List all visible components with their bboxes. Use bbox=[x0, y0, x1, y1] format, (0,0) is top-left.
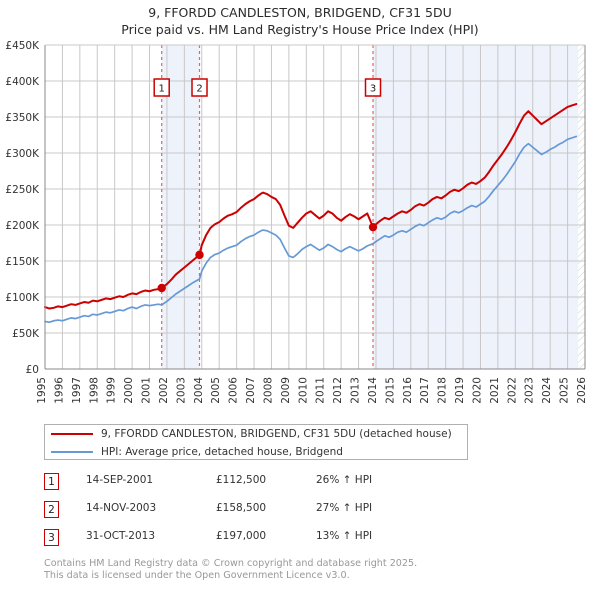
transaction-price-2: £158,500 bbox=[216, 502, 267, 514]
legend-label-price-paid: 9, FFORDD CANDLESTON, BRIDGEND, CF31 5DU… bbox=[101, 428, 452, 440]
x-axis-tick-label: 2013 bbox=[350, 377, 362, 404]
marker-badge bbox=[153, 78, 170, 97]
plot-area: £0 £50K £100K £150K £200K £250K £300K £350K £400… bbox=[5, 40, 588, 404]
sale-point-marker bbox=[368, 222, 378, 232]
x-axis-tick-label: 2002 bbox=[158, 377, 170, 404]
chart-legend: 9, FFORDD CANDLESTON, BRIDGEND, CF31 5DU… bbox=[44, 424, 468, 460]
y-axis-tick-label: £50K bbox=[12, 328, 40, 340]
x-axis-tick-label: 2012 bbox=[332, 377, 344, 404]
y-axis-tick-label: £300K bbox=[5, 148, 40, 160]
legend-swatch-hpi bbox=[51, 451, 93, 453]
legend-label-hpi: HPI: Average price, detached house, Brid… bbox=[101, 446, 343, 458]
page-title: 9, FFORDD CANDLESTON, BRIDGEND, CF31 5DU… bbox=[0, 0, 600, 38]
legend-swatch-price-paid bbox=[51, 433, 93, 435]
x-axis-tick-label: 1997 bbox=[71, 377, 83, 404]
shaded-period-band bbox=[373, 45, 585, 369]
future-hatch-region bbox=[578, 45, 585, 369]
title-line-2: Price paid vs. HM Land Registry's House … bbox=[121, 22, 479, 37]
x-axis-tick-label: 2007 bbox=[245, 377, 257, 404]
table-row: 2 14-NOV-2003 £158,500 27% ↑ HPI bbox=[44, 498, 474, 526]
x-axis-tick-label: 2008 bbox=[262, 377, 274, 404]
x-axis-tick-label: 1995 bbox=[36, 377, 48, 404]
transactions-table: 1 14-SEP-2001 £112,500 26% ↑ HPI 2 14-NO… bbox=[44, 470, 474, 554]
transaction-hpi-delta-2: 27% ↑ HPI bbox=[316, 502, 373, 514]
transaction-date-2: 14-NOV-2003 bbox=[86, 502, 157, 514]
x-axis-tick-label: 1996 bbox=[53, 377, 65, 404]
marker-badge-label: 1 bbox=[159, 84, 165, 95]
x-axis-tick-label: 2015 bbox=[384, 377, 396, 404]
x-axis-tick-label: 2016 bbox=[402, 377, 414, 404]
y-axis-tick-label: £100K bbox=[5, 292, 40, 304]
x-axis-tick-label: 2021 bbox=[489, 377, 501, 404]
transaction-badge-1: 1 bbox=[44, 473, 59, 490]
x-axis-tick-label: 2014 bbox=[367, 377, 379, 404]
sale-point-marker bbox=[157, 283, 166, 293]
x-axis-tick-label: 1999 bbox=[106, 377, 118, 404]
x-axis-tick-label: 2019 bbox=[454, 377, 466, 404]
x-axis-tick-label: 2011 bbox=[315, 377, 327, 404]
series-line-hpi bbox=[44, 135, 578, 324]
x-axis-tick-label: 2025 bbox=[559, 377, 571, 404]
y-axis-tick-label: £200K bbox=[5, 220, 40, 232]
x-axis-tick-label: 2009 bbox=[280, 377, 292, 404]
transaction-badge-2: 2 bbox=[44, 501, 59, 518]
legend-item-hpi: HPI: Average price, detached house, Brid… bbox=[45, 443, 467, 461]
x-axis-tick-label: 2006 bbox=[228, 377, 240, 404]
sale-point-marker bbox=[195, 250, 204, 260]
x-axis-tick-label: 2003 bbox=[175, 377, 187, 404]
title-line-1: 9, FFORDD CANDLESTON, BRIDGEND, CF31 5DU bbox=[148, 5, 452, 20]
y-axis-tick-label: £350K bbox=[5, 112, 40, 124]
shaded-period-band bbox=[161, 45, 200, 369]
marker-badge bbox=[191, 78, 208, 97]
marker-badge-label: 2 bbox=[196, 84, 202, 95]
x-axis-tick-label: 2000 bbox=[123, 377, 135, 404]
transaction-price-1: £112,500 bbox=[216, 474, 267, 486]
transaction-price-3: £197,000 bbox=[216, 530, 267, 542]
x-axis-tick-label: 2010 bbox=[297, 377, 309, 404]
marker-badge bbox=[364, 78, 382, 97]
series-line-price-paid bbox=[44, 103, 578, 310]
x-axis-tick-label: 2024 bbox=[541, 377, 553, 404]
x-axis-tick-label: 2001 bbox=[141, 377, 153, 404]
y-axis-tick-label: £250K bbox=[5, 184, 40, 196]
y-axis-tick-label: £0 bbox=[26, 364, 39, 376]
y-axis-tick-label: £150K bbox=[5, 256, 40, 268]
footer-line-2: This data is licensed under the Open Gov… bbox=[44, 569, 350, 581]
transaction-date-1: 14-SEP-2001 bbox=[86, 474, 154, 486]
x-axis-tick-label: 2018 bbox=[437, 377, 449, 404]
transaction-date-3: 31-OCT-2013 bbox=[86, 530, 155, 542]
x-axis-tick-label: 2022 bbox=[506, 377, 518, 404]
marker-badge-label: 3 bbox=[370, 84, 376, 95]
x-axis-tick-label: 1998 bbox=[88, 377, 100, 404]
footer-line-1: Contains HM Land Registry data © Crown c… bbox=[44, 558, 418, 569]
transaction-hpi-delta-1: 26% ↑ HPI bbox=[316, 474, 373, 486]
table-row: 1 14-SEP-2001 £112,500 26% ↑ HPI bbox=[44, 470, 474, 498]
table-row: 3 31-OCT-2013 £197,000 13% ↑ HPI bbox=[44, 526, 474, 554]
x-axis-tick-label: 2005 bbox=[210, 377, 222, 404]
legend-item-price-paid: 9, FFORDD CANDLESTON, BRIDGEND, CF31 5DU… bbox=[45, 425, 467, 443]
y-axis-tick-label: £400K bbox=[5, 76, 40, 88]
x-axis-tick-label: 2026 bbox=[576, 377, 588, 404]
transaction-hpi-delta-3: 13% ↑ HPI bbox=[316, 530, 373, 542]
x-axis-tick-label: 2020 bbox=[471, 377, 483, 404]
x-axis-tick-label: 2004 bbox=[193, 377, 205, 404]
transaction-badge-3: 3 bbox=[44, 529, 59, 546]
footer-attribution: Contains HM Land Registry data © Crown c… bbox=[44, 558, 584, 581]
x-axis-tick-label: 2017 bbox=[419, 377, 431, 404]
x-axis-tick-label: 2023 bbox=[524, 377, 536, 404]
y-axis-tick-label: £450K bbox=[5, 40, 40, 52]
